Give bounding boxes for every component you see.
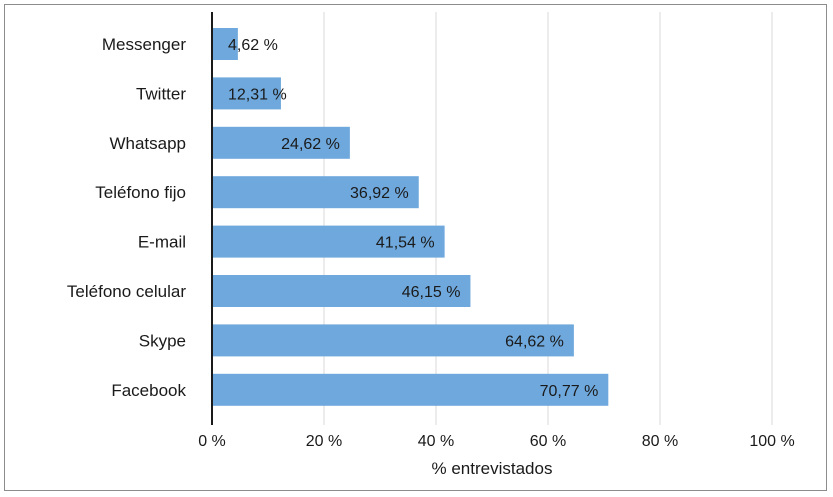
bar-5	[212, 275, 471, 307]
category-label: Teléfono celular	[67, 282, 186, 301]
data-label: 46,15 %	[402, 284, 461, 301]
gridlines	[323, 12, 773, 425]
category-label: Skype	[139, 331, 186, 350]
category-label: Twitter	[136, 84, 186, 103]
category-label: E-mail	[138, 233, 186, 252]
bars	[212, 28, 609, 406]
x-tick-label: 20 %	[306, 433, 342, 450]
category-label: Whatsapp	[109, 134, 186, 153]
x-tick-label: 0 %	[198, 433, 226, 450]
bar-6	[212, 324, 574, 357]
labels: 0 % 20 % 40 % 60 % 80 % 100 % Messenger 4,62 % T…	[67, 35, 795, 450]
x-tick-label: 40 %	[418, 433, 454, 450]
data-label: 24,62 %	[281, 136, 340, 153]
bar-1	[212, 77, 281, 110]
data-label: 12,31 %	[228, 86, 287, 103]
bar-2	[212, 126, 350, 159]
x-axis-title: % entrevistados	[432, 459, 553, 478]
bar-4	[212, 225, 445, 258]
data-label: 41,54 %	[376, 235, 435, 252]
category-label: Messenger	[102, 35, 186, 54]
data-label: 36,92 %	[350, 185, 409, 202]
data-label: 64,62 %	[505, 333, 564, 350]
x-tick-label: 80 %	[642, 433, 678, 450]
bar-3	[212, 176, 419, 209]
bar-7	[212, 373, 609, 406]
x-tick-label: 60 %	[530, 433, 566, 450]
category-label: Facebook	[111, 381, 186, 400]
bar-0	[212, 28, 238, 60]
category-label: Teléfono fijo	[95, 183, 186, 202]
data-label: 4,62 %	[228, 37, 278, 54]
data-label: 70,77 %	[540, 383, 599, 400]
x-tick-label: 100 %	[749, 433, 794, 450]
